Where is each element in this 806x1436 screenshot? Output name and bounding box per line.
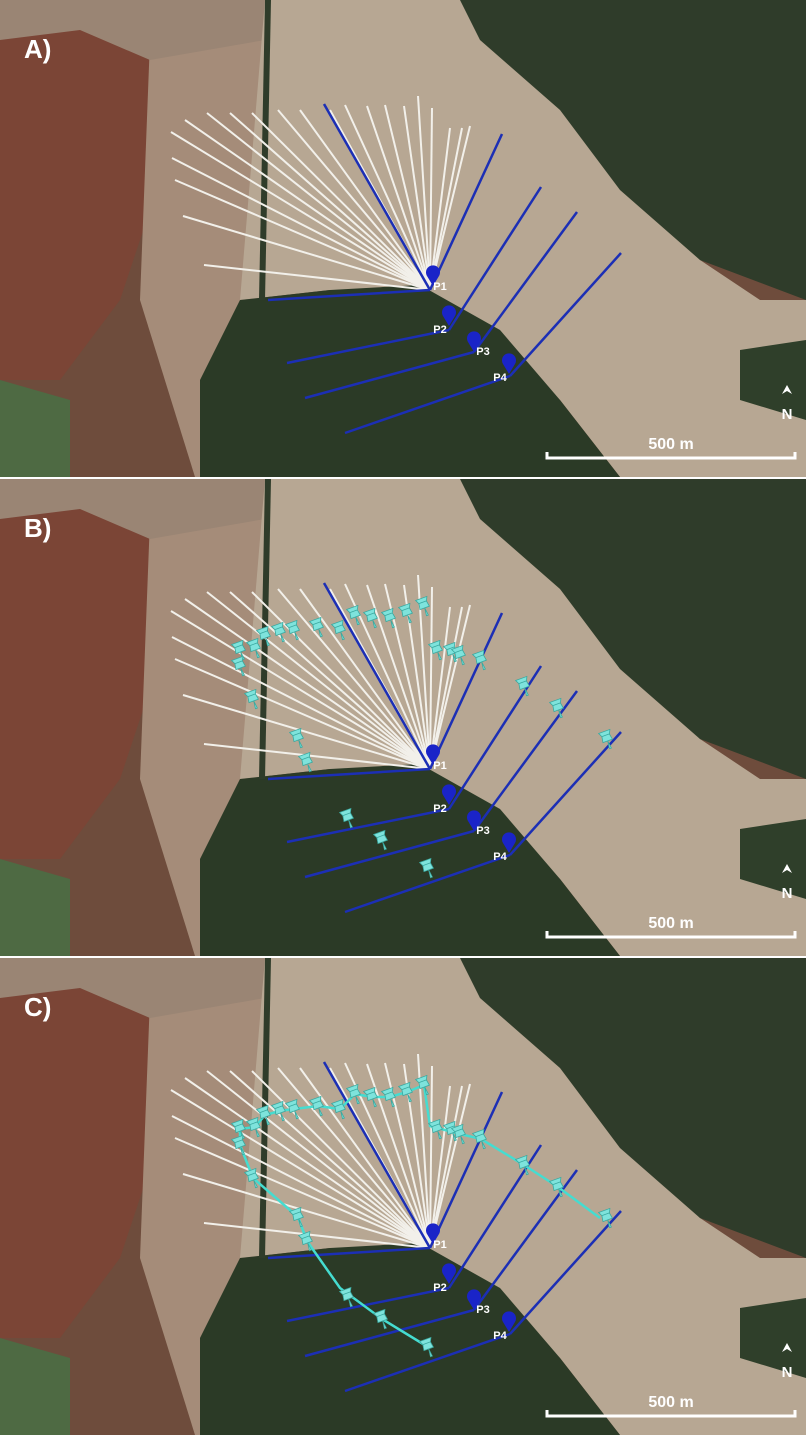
point-label: P4 (493, 1330, 507, 1342)
north-label: N (782, 406, 793, 423)
point-label: P4 (493, 372, 507, 384)
north-label: N (782, 885, 793, 902)
panel-label: A) (24, 34, 51, 64)
panel-label: B) (24, 513, 51, 543)
point-label: P3 (476, 825, 489, 837)
point-label: P1 (433, 760, 446, 772)
north-label: N (782, 1364, 793, 1381)
panel-label: C) (24, 992, 51, 1022)
scale-label: 500 m (648, 436, 693, 453)
figure: P1 P2 P3 P4 A) N 500 m P1 P2 P3 P4 B) N 500 m P1 P2 P3 P4… (0, 0, 806, 1436)
map-panel: P1 P2 P3 P4 A) N 500 m (0, 0, 806, 477)
map-panel: P1 P2 P3 P4 C) N 500 m (0, 958, 806, 1435)
map-panel: P1 P2 P3 P4 B) N 500 m (0, 479, 806, 956)
point-label: P4 (493, 851, 507, 863)
scale-label: 500 m (648, 1394, 693, 1411)
point-label: P2 (433, 1282, 446, 1294)
point-label: P3 (476, 1304, 489, 1316)
point-label: P2 (433, 324, 446, 336)
scale-label: 500 m (648, 915, 693, 932)
point-label: P2 (433, 803, 446, 815)
point-label: P1 (433, 1239, 446, 1251)
point-label: P1 (433, 281, 446, 293)
point-label: P3 (476, 346, 489, 358)
